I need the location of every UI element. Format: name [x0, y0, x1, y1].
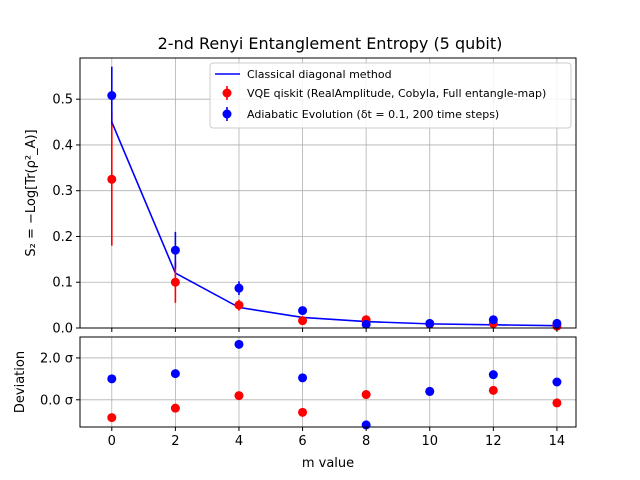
adiabatic-deviation-point [552, 377, 562, 387]
bottom-marks [107, 339, 562, 430]
chart-title: 2-nd Renyi Entanglement Entropy (5 qubit… [158, 34, 503, 53]
x-tick-label: 14 [549, 434, 566, 449]
vqe-point [107, 174, 117, 184]
vqe-deviation-point [170, 403, 180, 413]
bottom-axes-frame [79, 336, 577, 428]
adiabatic-point [425, 318, 435, 328]
top-axes-frame [79, 57, 577, 329]
adiabatic-point [298, 306, 308, 316]
adiabatic-point [552, 318, 562, 328]
adiabatic-deviation-point [488, 370, 498, 380]
adiabatic-point [107, 91, 117, 101]
bottom-y-tick-label: 0.0 σ [40, 393, 73, 408]
x-tick-label: 8 [362, 434, 370, 449]
vqe-point [298, 316, 308, 326]
top-y-axis-label: S₂ = −Log[Tr(ρ²_A)] [24, 129, 39, 256]
x-tick-label: 0 [108, 434, 116, 449]
legend-vqe-swatch [222, 88, 232, 98]
bottom-panel: 2.0 σ 0.0 σ 0 2 4 6 8 10 12 14 Deviation [13, 336, 577, 449]
adiabatic-deviation-point [425, 386, 435, 396]
adiabatic-point [234, 283, 244, 293]
top-y-tick-label: 0.5 [52, 93, 73, 108]
top-y-tick-label: 0.0 [52, 322, 73, 337]
adiabatic-point [361, 319, 371, 329]
bottom-x-ticks: 0 2 4 6 8 10 12 14 [108, 427, 566, 449]
adiabatic-point [488, 315, 498, 325]
vqe-deviation-point [234, 391, 244, 401]
adiabatic-deviation-point [298, 373, 308, 383]
vqe-deviation-point [552, 398, 562, 408]
legend-adiabatic-label: Adiabatic Evolution (δt = 0.1, 200 time … [247, 108, 499, 121]
legend-vqe-label: VQE qiskit (RealAmplitude, Cobyla, Full … [247, 87, 546, 100]
bottom-y-axis-label: Deviation [13, 351, 28, 413]
x-tick-label: 10 [421, 434, 438, 449]
x-tick-label: 6 [298, 434, 306, 449]
adiabatic-deviation-point [234, 339, 244, 349]
vqe-deviation-point [488, 385, 498, 395]
adiabatic-deviation-point [107, 374, 117, 384]
vqe-point [170, 277, 180, 287]
top-y-tick-label: 0.4 [52, 138, 73, 153]
x-tick-label: 2 [171, 434, 179, 449]
adiabatic-point [170, 245, 180, 255]
vqe-deviation-point [107, 413, 117, 423]
legend-box [209, 62, 572, 129]
bottom-y-ticks: 2.0 σ 0.0 σ [40, 351, 80, 408]
legend: Classical diagonal method VQE qiskit (Rea… [209, 62, 572, 129]
adiabatic-deviation-point [170, 369, 180, 379]
legend-classical-label: Classical diagonal method [247, 68, 392, 81]
x-axis-label: m value [302, 456, 354, 471]
top-y-ticks: 0.0 0.1 0.2 0.3 0.4 0.5 [52, 93, 80, 337]
x-tick-label: 12 [485, 434, 502, 449]
top-y-tick-label: 0.3 [52, 184, 73, 199]
top-y-tick-label: 0.2 [52, 230, 73, 245]
x-tick-label: 4 [235, 434, 243, 449]
legend-adiabatic-swatch [222, 109, 232, 119]
vqe-deviation-point [298, 407, 308, 417]
top-y-tick-label: 0.1 [52, 276, 73, 291]
vqe-deviation-point [361, 390, 371, 400]
classical-line [111, 121, 557, 327]
top-x-ticks [111, 328, 558, 332]
vqe-point [234, 300, 244, 310]
bottom-y-tick-label: 2.0 σ [40, 351, 73, 366]
